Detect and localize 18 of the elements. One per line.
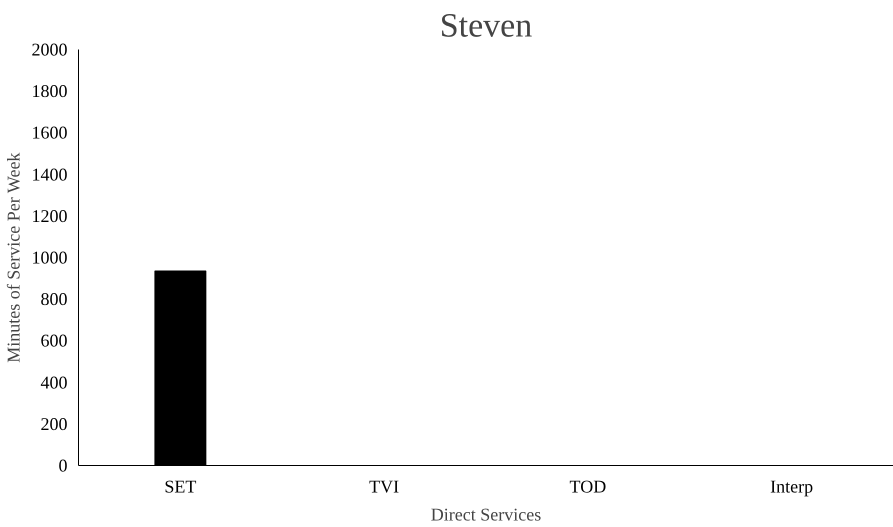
y-tick-label: 0 [58,456,68,476]
y-tick-label: 200 [40,414,68,434]
x-tick-label: SET [164,476,196,496]
y-tick-label: 400 [40,372,68,392]
y-tick-label: 800 [40,289,68,310]
x-tick-label: TVI [369,476,400,496]
y-tick-label: 1600 [32,122,68,143]
y-tick-label: 600 [40,330,68,351]
y-tick-label: 2000 [32,40,68,60]
y-axis-title: Minutes of Service Per Week [4,152,24,363]
chart-title: Steven [440,8,532,44]
x-tick-label: Interp [770,476,814,496]
x-axis-title: Direct Services [430,504,542,524]
y-tick-label: 1400 [32,164,68,184]
x-tick-label: TOD [570,476,606,496]
y-tick-label: 1000 [32,248,68,268]
y-tick-label: 1800 [32,81,68,102]
y-tick-label: 1200 [32,206,68,226]
